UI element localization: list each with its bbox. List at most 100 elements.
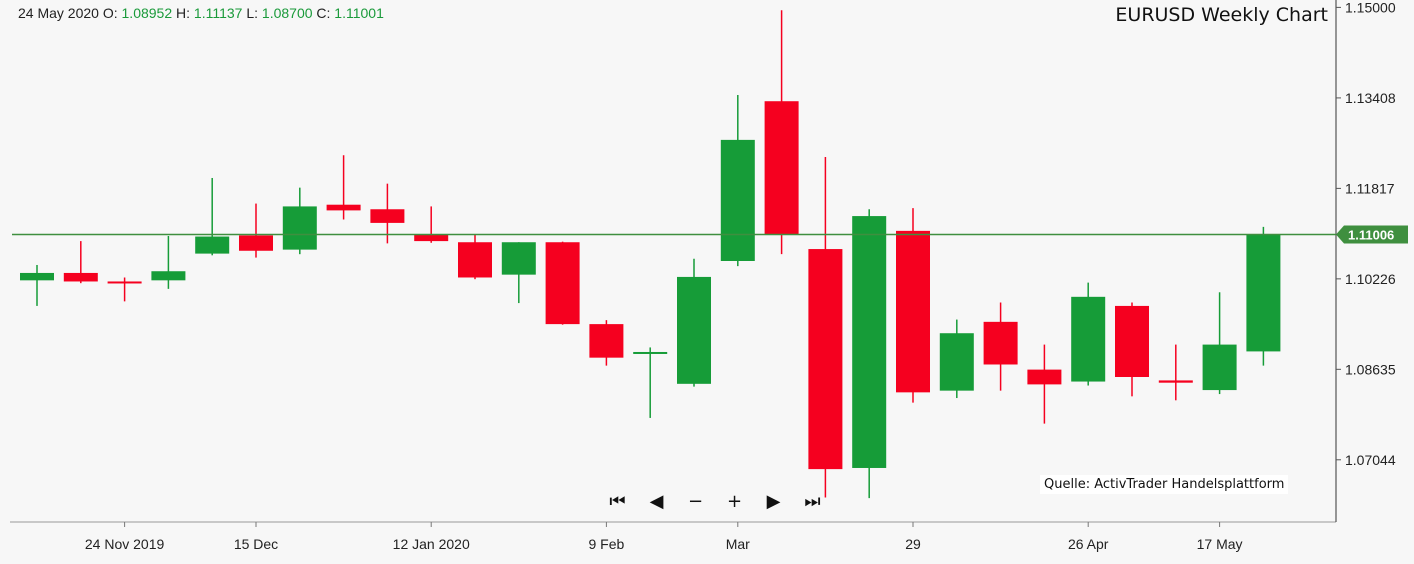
candle — [239, 203, 273, 258]
candle — [589, 320, 624, 366]
candle — [677, 258, 711, 387]
zoom-in-button[interactable]: + — [715, 488, 754, 514]
x-tick-label: Mar — [726, 536, 750, 552]
candle-body — [633, 351, 668, 354]
next-icon: ▶ — [766, 490, 781, 512]
candle — [282, 187, 317, 255]
candle — [764, 10, 799, 255]
candle — [370, 183, 405, 244]
previous-icon: ◀ — [649, 490, 664, 512]
candle-body — [282, 206, 317, 250]
candle — [414, 206, 449, 243]
candle-body — [239, 235, 273, 251]
first-button[interactable]: ⏮ — [598, 488, 637, 514]
y-tick-label: 1.15000 — [1345, 0, 1396, 15]
ohlc-date: 24 May 2020 — [18, 5, 99, 21]
first-icon: ⏮ — [609, 490, 626, 512]
ohlc-readout: 24 May 2020 O: 1.08952 H: 1.11137 L: 1.0… — [18, 5, 384, 21]
axes — [10, 0, 1337, 523]
next-button[interactable]: ▶ — [754, 488, 793, 514]
candle — [1158, 344, 1193, 401]
candle-body — [1202, 344, 1237, 391]
last-icon: ⏭ — [804, 490, 821, 512]
x-tick-label: 24 Nov 2019 — [85, 536, 165, 552]
ohlc-low-label: L: — [246, 5, 259, 21]
x-tick-label: 17 May — [1197, 536, 1243, 552]
candle-body — [1027, 369, 1062, 385]
candles — [20, 10, 1281, 499]
x-tick-label: 9 Feb — [588, 536, 624, 552]
source-note: Quelle: ActivTrader Handelsplattform — [1040, 475, 1289, 494]
candle-body — [1071, 296, 1106, 382]
last-price-label: 1.11006 — [1348, 228, 1394, 243]
candle-body — [983, 321, 1018, 365]
candle-body — [1115, 305, 1149, 377]
candle-body — [326, 204, 361, 211]
last-button[interactable]: ⏭ — [793, 488, 832, 514]
candle — [852, 209, 887, 499]
ohlc-close-label: C: — [316, 5, 331, 21]
candle — [633, 347, 668, 418]
candle-body — [63, 272, 98, 282]
x-tick-label: 26 Apr — [1068, 536, 1109, 552]
candle — [1071, 282, 1106, 386]
candle-body — [677, 276, 711, 384]
candle — [983, 302, 1018, 391]
y-axis-labels: 1.15000 1.13408 1.11817 1.10226 1.08635 1.070… — [1336, 0, 1396, 468]
candle — [195, 177, 230, 256]
last-price-indicator: 1.11006 — [12, 225, 1408, 244]
candle-body — [458, 242, 492, 278]
candle — [896, 208, 930, 403]
candle-body — [151, 271, 186, 281]
y-tick-label: 1.11817 — [1345, 180, 1395, 196]
chart-navigation: ⏮ ◀ − + ▶ ⏭ — [598, 488, 832, 514]
chart-title: EURUSD Weekly Chart — [1115, 4, 1328, 26]
candle-body — [195, 236, 230, 254]
candle-body — [589, 324, 624, 358]
candle — [1202, 292, 1237, 395]
candle — [20, 264, 54, 306]
candle — [1246, 226, 1281, 366]
y-tick-label: 1.07044 — [1345, 452, 1396, 468]
last-price-badge — [1336, 225, 1408, 244]
candle — [720, 94, 755, 267]
x-tick-label: 12 Jan 2020 — [393, 536, 470, 552]
candle — [501, 242, 536, 304]
candle — [458, 234, 492, 280]
candle-body — [720, 139, 755, 261]
candle-body — [939, 333, 974, 391]
y-tick-label: 1.10226 — [1345, 271, 1396, 287]
candle-body — [545, 242, 580, 325]
candle-body — [1158, 380, 1193, 383]
candle — [151, 235, 186, 289]
ohlc-open-value: 1.08952 — [121, 5, 173, 21]
x-tick-label: 15 Dec — [234, 536, 278, 552]
previous-button[interactable]: ◀ — [637, 488, 676, 514]
x-tick-label: 29 — [905, 536, 921, 552]
ohlc-high-value: 1.11137 — [193, 5, 243, 21]
candle — [107, 277, 142, 302]
candle — [1115, 302, 1149, 397]
zoom-out-button[interactable]: − — [676, 488, 715, 514]
ohlc-close-value: 1.11001 — [334, 5, 384, 21]
x-axis-labels: 24 Nov 2019 15 Dec 12 Jan 2020 9 Feb Mar 29 26… — [85, 522, 1243, 552]
candle — [808, 156, 843, 498]
candle — [545, 241, 580, 325]
ohlc-open-label: O: — [102, 5, 118, 21]
candle-body — [501, 242, 536, 275]
candle-body — [20, 272, 54, 281]
zoom-out-icon: − — [687, 490, 704, 512]
candle-body — [764, 101, 799, 235]
candle-body — [852, 216, 887, 468]
zoom-in-icon: + — [726, 490, 743, 512]
candle-body — [896, 230, 930, 393]
candle — [1027, 344, 1062, 424]
candle-body — [414, 234, 449, 242]
candle-body — [808, 249, 843, 470]
candle-body — [107, 281, 142, 284]
y-tick-label: 1.08635 — [1345, 361, 1396, 377]
candle — [326, 155, 361, 220]
candle — [939, 319, 974, 399]
